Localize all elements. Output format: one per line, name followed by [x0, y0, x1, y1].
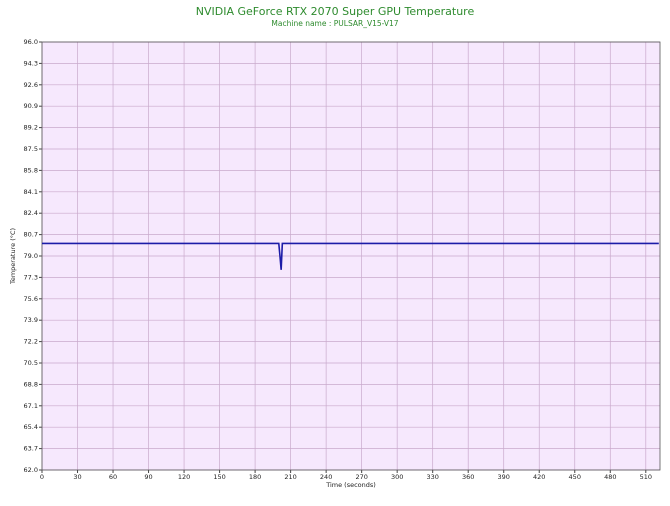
x-tick-label: 90 [144, 473, 152, 481]
y-tick-label: 96.0 [24, 38, 38, 46]
y-tick-label: 80.7 [24, 231, 38, 239]
x-tick-label: 270 [355, 473, 367, 481]
y-tick-label: 65.4 [24, 423, 38, 431]
y-tick-label: 75.6 [24, 295, 38, 303]
x-tick-label: 120 [178, 473, 190, 481]
y-tick-label: 67.1 [24, 402, 38, 410]
x-tick-label: 210 [284, 473, 296, 481]
y-tick-label: 62.0 [24, 466, 38, 474]
y-tick-label: 79.0 [24, 252, 38, 260]
x-tick-label: 510 [640, 473, 652, 481]
x-tick-label: 180 [249, 473, 261, 481]
y-tick-label: 77.3 [24, 273, 38, 281]
chart-title: NVIDIA GeForce RTX 2070 Super GPU Temper… [196, 5, 475, 18]
y-tick-label: 89.2 [24, 124, 38, 132]
x-tick-label: 300 [391, 473, 403, 481]
y-tick-label: 68.8 [24, 380, 38, 388]
x-axis-label: Time (seconds) [325, 481, 376, 489]
plot-border [41, 41, 661, 471]
y-tick-label: 73.9 [24, 316, 38, 324]
x-tick-label: 150 [213, 473, 225, 481]
y-tick-label: 63.7 [24, 445, 38, 453]
x-tick-label: 30 [73, 473, 81, 481]
y-tick-label: 85.8 [24, 166, 38, 174]
x-tick-label: 450 [569, 473, 581, 481]
x-tick-label: 330 [426, 473, 438, 481]
x-tick-label: 240 [320, 473, 332, 481]
y-tick-label: 84.1 [24, 188, 38, 196]
data-line [42, 242, 659, 270]
x-tick-label: 360 [462, 473, 474, 481]
x-tick-label: 480 [604, 473, 616, 481]
x-tick-label: 390 [498, 473, 510, 481]
y-tick-label: 92.6 [24, 81, 38, 89]
chart-subtitle: Machine name : PULSAR_V15-V17 [271, 19, 398, 28]
x-tick-label: 420 [533, 473, 545, 481]
y-tick-label: 90.9 [24, 102, 38, 110]
y-tick-label: 70.5 [24, 359, 38, 367]
y-tick-label: 87.5 [24, 145, 38, 153]
y-tick-label: 94.3 [24, 59, 38, 67]
y-axis-label: Temperature (°C) [9, 228, 17, 285]
y-tick-label: 72.2 [24, 338, 38, 346]
y-tick-label: 82.4 [24, 209, 38, 217]
x-tick-label: 0 [40, 473, 44, 481]
x-tick-label: 60 [109, 473, 117, 481]
